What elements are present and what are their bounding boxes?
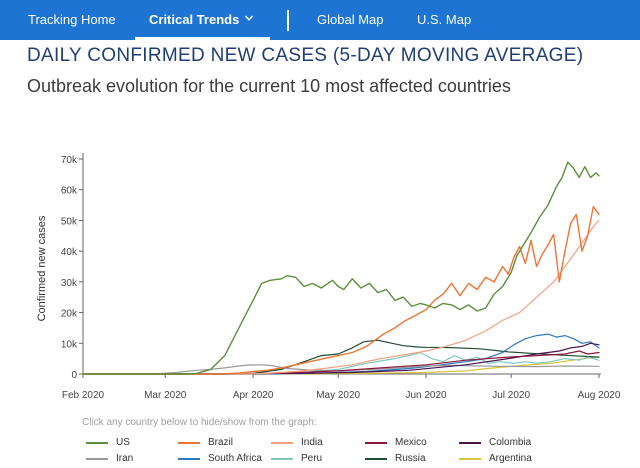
top-navigation-bar: Tracking Home Critical Trends Global Map… bbox=[0, 0, 640, 40]
series-line-brazil bbox=[82, 205, 600, 375]
series-line-mexico bbox=[82, 350, 600, 375]
nav-us-map[interactable]: U.S. Map bbox=[417, 12, 472, 27]
x-tick-label: Jul 2020 bbox=[492, 390, 530, 401]
legend-swatch bbox=[459, 442, 481, 444]
x-tick-label: Mar 2020 bbox=[144, 390, 187, 401]
legend-swatch bbox=[86, 442, 108, 444]
x-tick-label: Jun 2020 bbox=[405, 390, 447, 401]
x-tick-label: May 2020 bbox=[316, 390, 360, 401]
y-axis-label: Confirmed new cases bbox=[36, 215, 48, 321]
legend-hint: Click any country below to hide/show fro… bbox=[82, 417, 317, 428]
legend-label: US bbox=[116, 437, 130, 448]
page-title: DAILY CONFIRMED NEW CASES (5-DAY MOVING … bbox=[27, 45, 584, 66]
legend-label: Mexico bbox=[395, 437, 427, 448]
legend-label: Colombia bbox=[489, 437, 532, 448]
series-line-iran bbox=[82, 364, 600, 375]
legend-swatch bbox=[271, 458, 293, 460]
nav-global-map[interactable]: Global Map bbox=[317, 12, 384, 27]
series-line-argentina bbox=[82, 356, 600, 375]
y-tick-label: 70k bbox=[61, 155, 78, 166]
legend-label: India bbox=[301, 437, 323, 448]
y-tick-label: 60k bbox=[61, 186, 78, 197]
legend-swatch bbox=[178, 442, 200, 444]
legend-label: Argentina bbox=[489, 453, 532, 464]
active-tab-indicator bbox=[135, 37, 270, 40]
y-tick-label: 40k bbox=[61, 247, 78, 258]
y-tick-label: 30k bbox=[61, 278, 78, 289]
y-tick-label: 0 bbox=[71, 370, 77, 381]
legend-swatch bbox=[459, 458, 481, 460]
legend-label: Russia bbox=[395, 453, 426, 464]
series-line-south-africa bbox=[82, 333, 600, 375]
x-tick-label: Aug 2020 bbox=[578, 390, 621, 401]
legend-swatch bbox=[365, 442, 387, 444]
nav-divider bbox=[287, 10, 289, 31]
nav-critical-trends[interactable]: Critical Trends bbox=[149, 12, 240, 27]
legend-label: Peru bbox=[301, 453, 323, 464]
x-tick-label: Apr 2020 bbox=[233, 390, 274, 401]
legend-swatch bbox=[365, 458, 387, 460]
legend-swatch bbox=[271, 442, 293, 444]
series-line-colombia bbox=[82, 342, 600, 375]
legend-label: Brazil bbox=[208, 437, 234, 448]
series-line-india bbox=[82, 219, 600, 375]
chevron-down-icon[interactable] bbox=[245, 14, 253, 22]
y-tick-label: 10k bbox=[61, 339, 78, 350]
legend-label: Iran bbox=[116, 453, 134, 464]
y-tick-label: 20k bbox=[61, 309, 78, 320]
nav-tracking-home[interactable]: Tracking Home bbox=[28, 12, 116, 27]
legend-label: South Africa bbox=[208, 453, 262, 464]
legend-swatch bbox=[178, 458, 200, 460]
page-subtitle: Outbreak evolution for the current 10 mo… bbox=[27, 76, 511, 96]
y-tick-label: 50k bbox=[61, 216, 78, 227]
series-line-us bbox=[82, 161, 600, 375]
legend-swatch bbox=[86, 458, 108, 460]
x-tick-label: Feb 2020 bbox=[62, 390, 105, 401]
